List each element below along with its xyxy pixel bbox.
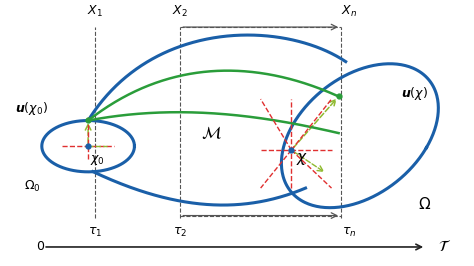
Text: $\chi$: $\chi$ bbox=[296, 151, 308, 167]
Text: $\mathcal{M}$: $\mathcal{M}$ bbox=[201, 124, 221, 142]
Text: $\tau_1$: $\tau_1$ bbox=[88, 226, 102, 239]
Text: $\chi_0$: $\chi_0$ bbox=[91, 153, 105, 167]
Text: $\mathcal{T}$: $\mathcal{T}$ bbox=[438, 239, 451, 255]
Text: $\tau_n$: $\tau_n$ bbox=[342, 226, 357, 239]
Text: $\boldsymbol{u}(\chi_0)$: $\boldsymbol{u}(\chi_0)$ bbox=[15, 100, 48, 117]
Text: $0$: $0$ bbox=[36, 240, 46, 253]
Text: $\boldsymbol{u}(\chi)$: $\boldsymbol{u}(\chi)$ bbox=[401, 85, 428, 102]
Text: $\tau_2$: $\tau_2$ bbox=[173, 226, 187, 239]
Text: $\Omega_0$: $\Omega_0$ bbox=[24, 179, 41, 194]
Text: $\Omega$: $\Omega$ bbox=[418, 196, 431, 212]
Text: $X_2$: $X_2$ bbox=[173, 4, 188, 19]
Text: $X_n$: $X_n$ bbox=[341, 4, 357, 19]
Text: $X_1$: $X_1$ bbox=[87, 4, 103, 19]
